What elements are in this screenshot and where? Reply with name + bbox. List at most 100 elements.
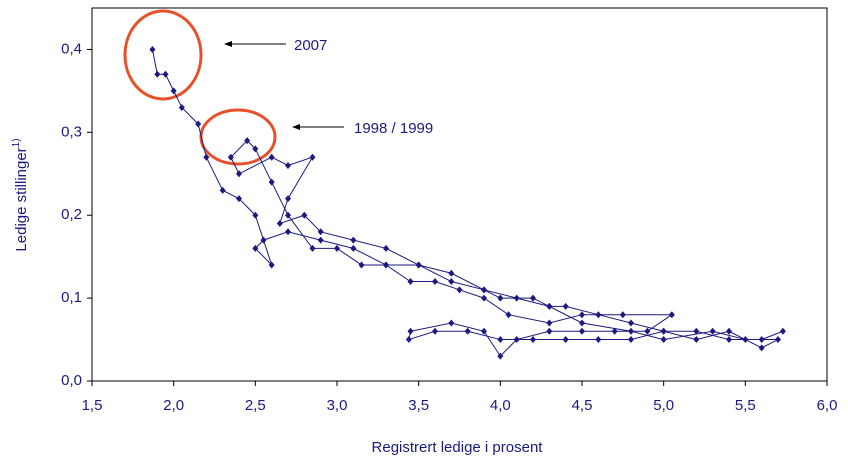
x-tick-label: 5,0 [653,397,674,414]
data-marker [236,170,242,178]
data-marker [693,336,700,344]
data-marker [252,244,259,252]
x-tick-label: 6,0 [817,397,838,414]
data-marker [334,244,340,252]
y-axis-label-main: Ledige stillinger [13,147,30,251]
data-marker [660,327,667,335]
data-marker [709,327,716,335]
y-tick-label: 0,3 [61,123,82,140]
plot-frame [91,7,828,382]
data-marker [628,319,634,327]
y-tick-label: 0,0 [61,372,82,389]
highlight-ellipse [123,9,203,101]
data-marker [301,211,308,219]
annotation: 2007 [294,37,327,54]
data-marker [276,220,283,228]
data-marker [481,286,487,294]
data-marker [562,336,569,344]
data-marker [252,211,259,219]
data-marker [546,319,553,327]
data-marker [619,311,626,319]
highlight-ellipse [199,108,277,166]
data-marker [285,161,291,169]
data-marker [779,327,786,335]
data-marker [154,70,161,78]
data-marker [407,278,414,286]
data-marker [405,336,412,344]
data-marker [236,195,242,203]
data-marker [195,120,202,128]
data-marker [162,70,169,78]
data-marker [244,137,251,145]
data-marker [203,153,210,161]
x-tick-label: 4,5 [572,397,593,414]
y-axis-label-note: 1) [11,138,22,147]
data-marker [350,244,357,252]
x-tick-label: 5,5 [735,397,756,414]
data-marker [530,336,536,344]
data-marker [628,327,634,335]
data-marker [358,261,365,269]
data-marker [149,45,156,53]
data-marker [350,236,357,244]
arrow-head [224,41,232,47]
x-tick-label: 4,0 [490,397,511,414]
data-marker [309,244,316,252]
data-marker [595,336,602,344]
data-marker [497,352,504,360]
y-tick-label: 0,4 [61,40,82,57]
data-marker [758,336,765,344]
y-tick-label: 0,1 [61,289,82,306]
data-marker [579,319,585,327]
x-tick-label: 1,5 [82,397,103,414]
data-marker [268,178,275,186]
data-marker [448,269,455,277]
data-marker [726,336,732,344]
x-tick-label: 3,5 [408,397,429,414]
annotation: 1998 / 1999 [354,120,433,137]
arrow-head [292,124,300,130]
data-marker [513,336,520,344]
data-marker [260,236,267,244]
data-marker [497,336,504,344]
data-marker [464,327,471,335]
data-marker [644,327,651,335]
data-marker [505,311,512,319]
data-marker [481,294,487,302]
y-tick-label: 0,2 [61,206,82,223]
data-marker [252,145,259,153]
data-marker [268,261,275,269]
data-marker [456,286,463,294]
x-tick-label: 3,0 [327,397,348,414]
data-marker [317,236,324,244]
data-marker [562,302,569,310]
data-marker [285,195,291,203]
data-marker [497,294,504,302]
data-marker [317,228,324,236]
data-marker [530,294,536,302]
data-marker [546,327,553,335]
data-marker [285,211,291,219]
data-marker [579,327,585,335]
data-marker [742,336,749,344]
data-marker [513,294,520,302]
data-marker [432,327,438,335]
data-marker [693,327,700,335]
data-marker [407,327,414,335]
data-marker [383,244,389,252]
data-marker [448,319,455,327]
data-marker [611,327,618,335]
data-marker [628,336,634,344]
x-axis-label: Registrert ledige i prosent [372,439,544,456]
data-marker [481,327,487,335]
data-marker [668,311,675,319]
data-line [151,49,784,357]
data-marker [775,336,781,344]
data-marker [595,311,602,319]
data-marker [268,153,275,161]
data-marker [415,261,422,269]
data-marker [219,186,226,194]
data-marker [309,153,316,161]
data-marker [579,311,585,319]
